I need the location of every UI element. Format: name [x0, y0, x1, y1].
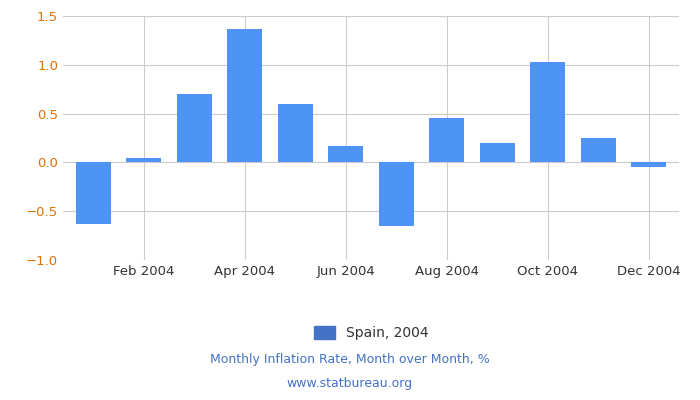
Bar [631, 162, 666, 167]
Bar [227, 29, 262, 162]
Bar [580, 138, 616, 162]
Bar [379, 162, 414, 226]
Bar [328, 146, 363, 162]
Bar [530, 62, 566, 162]
Bar [176, 94, 212, 162]
Legend: Spain, 2004: Spain, 2004 [308, 321, 434, 346]
Bar [76, 162, 111, 224]
Bar [278, 104, 313, 162]
Bar [480, 143, 515, 162]
Text: www.statbureau.org: www.statbureau.org [287, 378, 413, 390]
Text: Monthly Inflation Rate, Month over Month, %: Monthly Inflation Rate, Month over Month… [210, 354, 490, 366]
Bar [429, 118, 464, 162]
Bar [126, 158, 162, 162]
